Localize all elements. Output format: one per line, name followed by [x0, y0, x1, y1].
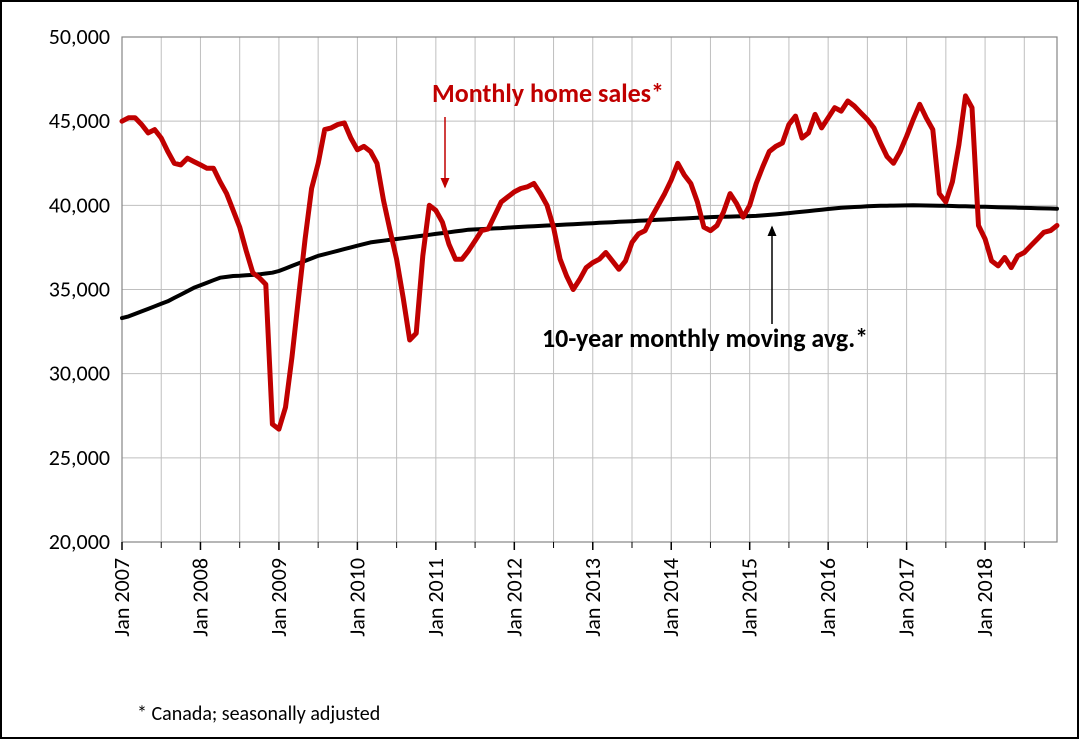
y-tick-label: 45,000 [49, 107, 110, 134]
chart-svg: 20,000 25,000 30,000 35,000 40,000 45,000 50,0… [2, 2, 1077, 737]
x-tick-label: Jan 2016 [814, 558, 841, 637]
footnote: * Canada; seasonally adjusted [137, 702, 380, 726]
x-tick-label: Jan 2007 [108, 558, 135, 637]
series-sales [122, 96, 1057, 429]
annotation-sales-label: Monthly home sales* [432, 77, 664, 109]
x-tick-label: Jan 2014 [657, 558, 684, 637]
x-tick-label: Jan 2018 [971, 558, 998, 637]
x-tick-label: Jan 2009 [265, 558, 292, 637]
y-tick-label: 50,000 [49, 23, 110, 50]
chart-frame: 20,000 25,000 30,000 35,000 40,000 45,000 50,0… [0, 0, 1079, 739]
x-tick-label: Jan 2011 [422, 558, 449, 637]
x-tick-label: Jan 2013 [579, 558, 606, 637]
x-tick-label: Jan 2017 [893, 558, 920, 637]
y-tick-label: 35,000 [49, 276, 110, 303]
y-tick-label: 30,000 [49, 360, 110, 387]
x-tick-label: Jan 2012 [500, 558, 527, 637]
x-tick-label: Jan 2015 [736, 558, 763, 637]
annotation-avg-label: 10-year monthly moving avg.* [542, 322, 868, 354]
y-tick-label: 40,000 [49, 191, 110, 218]
x-tick-label: Jan 2008 [186, 558, 213, 637]
series-moving-avg [122, 205, 1057, 318]
y-tick-label: 20,000 [49, 528, 110, 555]
x-tick-label: Jan 2010 [343, 558, 370, 637]
y-tick-label: 25,000 [49, 444, 110, 471]
